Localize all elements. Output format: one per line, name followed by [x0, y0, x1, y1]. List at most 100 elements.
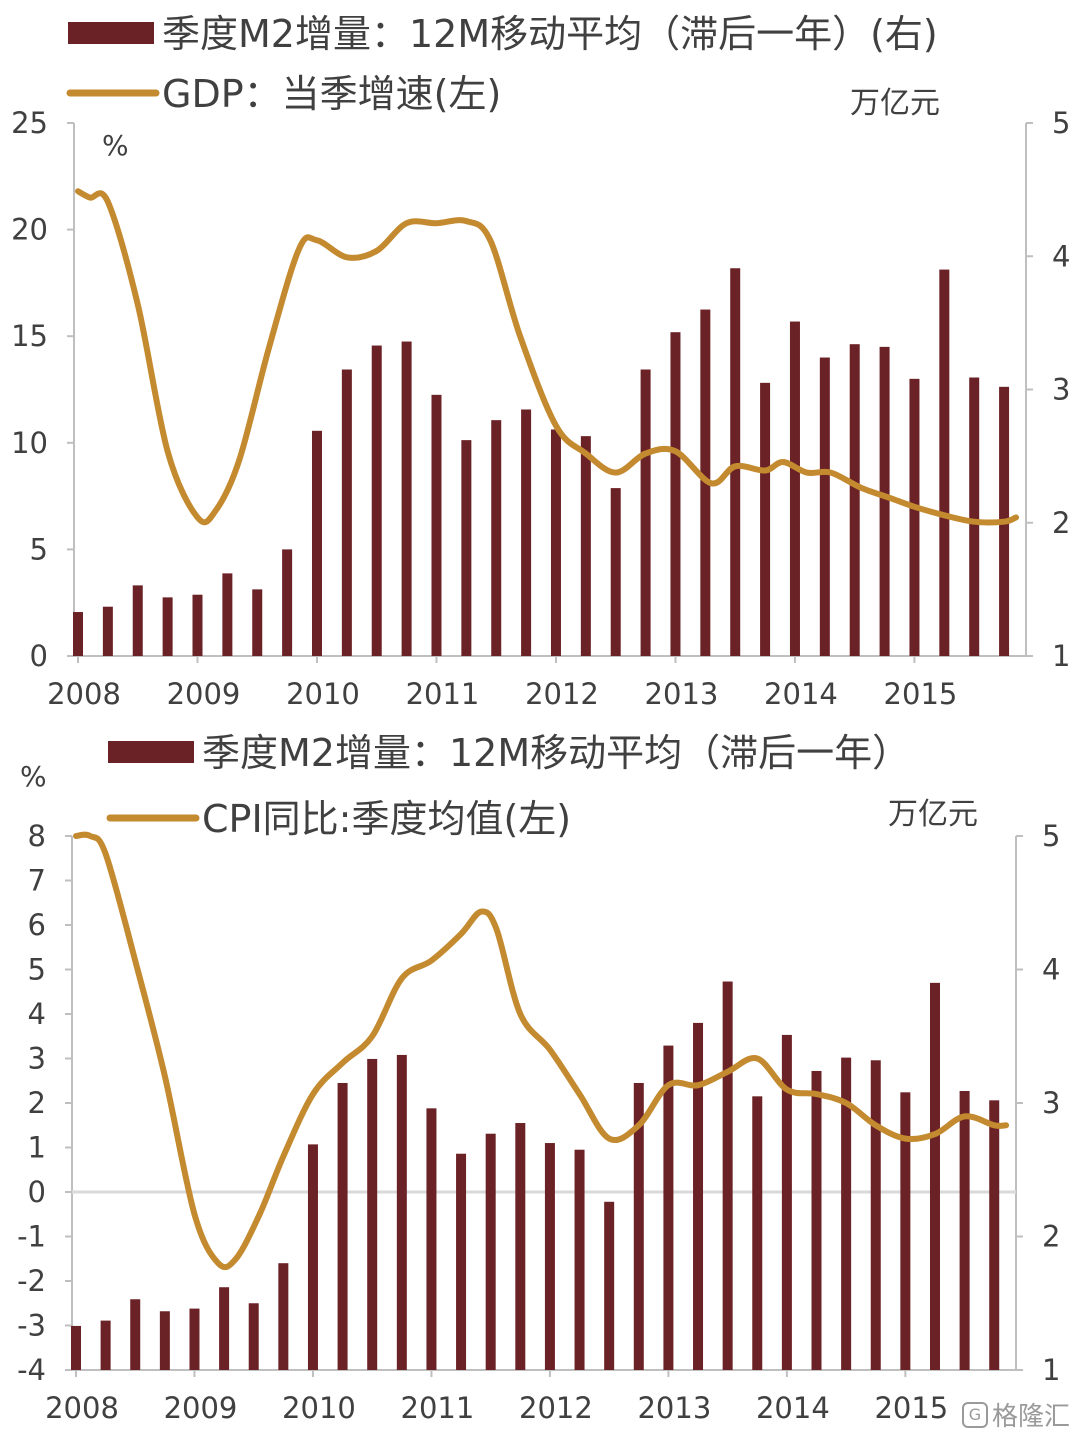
c2-legend-bar-swatch — [108, 741, 194, 763]
c2-bar — [900, 1092, 911, 1370]
c2-right-tick-label: 5 — [1042, 819, 1060, 853]
c1-left-tick-label: 10 — [11, 426, 48, 460]
c1-bar — [789, 321, 800, 656]
c1-bar — [521, 409, 532, 656]
c2-right-tick-label: 3 — [1042, 1086, 1060, 1120]
c1-bar — [132, 585, 143, 656]
c1-bar — [670, 332, 681, 656]
c2-x-tick-label: 2015 — [874, 1391, 948, 1425]
c1-right-tick-label: 2 — [1052, 506, 1070, 540]
c1-bar — [760, 382, 771, 656]
c2-bar — [189, 1308, 200, 1370]
c2-bar — [604, 1201, 615, 1370]
c2-left-tick-label: 4 — [28, 997, 46, 1031]
c1-right-tick-label: 3 — [1052, 373, 1070, 407]
c1-bar — [640, 369, 651, 656]
c2-legend-label-0: 季度M2增量：12M移动平均（滞后一年） — [202, 731, 910, 775]
c2-x-tick-label: 2008 — [45, 1391, 119, 1425]
c1-x-tick-label: 2015 — [884, 677, 958, 711]
c1-right-tick-label: 4 — [1052, 239, 1070, 273]
c2-bar — [515, 1123, 526, 1370]
c2-x-tick-label: 2010 — [282, 1391, 356, 1425]
c1-legend-label-0: 季度M2增量：12M移动平均（滞后一年）(右) — [162, 12, 938, 56]
c1-bar — [819, 357, 830, 656]
c2-bar — [159, 1311, 170, 1370]
c1-left-tick-label: 25 — [11, 106, 48, 140]
c1-bar — [431, 394, 442, 656]
c2-left-tick-label: 7 — [28, 864, 46, 898]
c1-bar — [550, 429, 561, 656]
c1-left-tick-label: 5 — [30, 532, 48, 566]
c2-bar — [130, 1299, 141, 1370]
c2-x-tick-label: 2009 — [164, 1391, 238, 1425]
c2-left-tick-label: 5 — [28, 953, 46, 987]
c2-bar — [219, 1287, 230, 1370]
c1-bar — [73, 612, 83, 656]
c2-bar — [248, 1303, 259, 1370]
c2-bar — [989, 1100, 1000, 1370]
watermark-text: 格隆汇 — [991, 1402, 1070, 1432]
c2-bar — [426, 1108, 437, 1370]
c1-right-unit: 万亿元 — [850, 86, 940, 121]
c2-left-tick-label: 0 — [28, 1175, 46, 1209]
c1-bar — [371, 345, 382, 656]
c2-left-tick-label: -3 — [17, 1309, 46, 1343]
c2-bar — [633, 1082, 644, 1370]
c1-bar — [401, 341, 412, 656]
c2-left-tick-label: -1 — [17, 1220, 46, 1254]
c2-bar — [841, 1057, 852, 1370]
c2-left-tick-label: 1 — [28, 1131, 46, 1165]
c2-bar — [722, 981, 733, 1370]
c2-bar — [456, 1153, 467, 1370]
c2-right-tick-label: 1 — [1042, 1353, 1060, 1387]
c2-left-tick-label: -4 — [17, 1353, 46, 1387]
c1-x-tick-label: 2009 — [167, 677, 241, 711]
logo-icon: G — [961, 1401, 988, 1428]
c1-bar — [162, 597, 173, 656]
c1-bar — [252, 589, 263, 656]
c1-x-tick-label: 2010 — [286, 677, 360, 711]
c2-bar — [307, 1144, 318, 1370]
c2-bar — [544, 1143, 555, 1370]
c2-bar — [396, 1054, 407, 1370]
c1-left-unit: % — [102, 129, 129, 162]
c2-bar — [959, 1090, 970, 1370]
c2-bar — [485, 1133, 496, 1370]
c1-bar — [222, 573, 233, 656]
c1-left-tick-label: 20 — [11, 213, 48, 247]
c2-left-tick-label: 3 — [28, 1042, 46, 1076]
c2-x-tick-label: 2012 — [519, 1391, 593, 1425]
c2-bar — [100, 1320, 111, 1370]
c2-bar — [367, 1058, 378, 1370]
c1-x-tick-label: 2012 — [525, 677, 599, 711]
c1-bar — [849, 344, 860, 656]
c2-legend-label-1: CPI同比:季度均值(左) — [202, 797, 571, 841]
c2-left-tick-label: 8 — [28, 819, 46, 853]
c2-bar — [929, 982, 940, 1370]
c2-bar — [781, 1034, 792, 1370]
c2-bar — [278, 1263, 289, 1370]
cpi-m2-chart-svg: 季度M2增量：12M移动平均（滞后一年） CPI同比:季度均值(左)% 万亿元 -4 -… — [17, 731, 1060, 1425]
c1-bar — [939, 269, 950, 656]
c1-x-tick-label: 2008 — [47, 677, 121, 711]
c2-bar — [663, 1045, 674, 1370]
c1-legend-bar-swatch — [68, 22, 154, 44]
c2-x-tick-label: 2013 — [637, 1391, 711, 1425]
c2-bar — [574, 1149, 585, 1370]
c2-bar — [693, 1022, 704, 1370]
c1-bar — [341, 369, 352, 656]
c2-right-unit: 万亿元 — [888, 797, 978, 832]
c1-bar — [610, 488, 621, 656]
c1-bar — [102, 606, 113, 656]
c1-bar — [969, 377, 980, 656]
c2-bar — [870, 1060, 881, 1370]
c2-left-tick-label: 2 — [28, 1086, 46, 1120]
c1-bar — [311, 430, 322, 656]
c1-right-tick-label: 1 — [1052, 639, 1070, 673]
c1-x-tick-label: 2011 — [406, 677, 480, 711]
c2-x-tick-label: 2014 — [756, 1391, 830, 1425]
c1-x-tick-label: 2014 — [764, 677, 838, 711]
c2-left-unit: % — [20, 760, 47, 793]
c1-bar — [879, 346, 890, 656]
c1-legend-label-1: GDP：当季增速(左) — [162, 72, 501, 116]
